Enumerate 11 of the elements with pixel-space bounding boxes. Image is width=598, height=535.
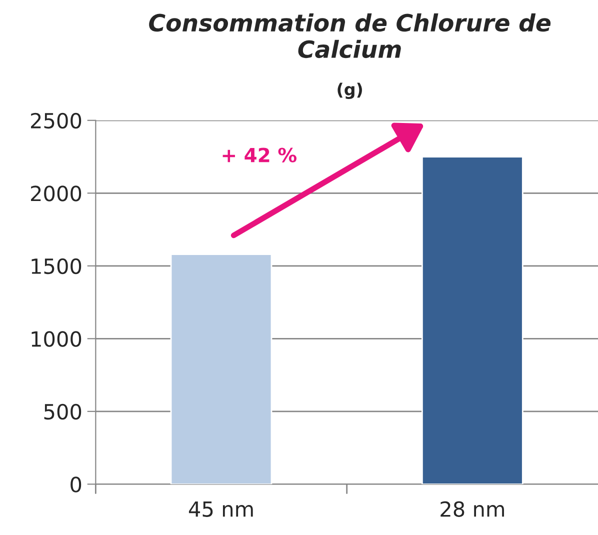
- y-tick-label: 0: [70, 476, 82, 492]
- x-tick-label: 45 nm: [188, 501, 253, 517]
- y-tick-label: 2000: [30, 186, 82, 202]
- chart-subtitle: (g): [338, 82, 362, 99]
- annotation: + 42 %: [222, 148, 296, 162]
- chart-title: Consommation de Chlorure de Calcium: [149, 13, 551, 58]
- y-tick-label: 1500: [32, 258, 82, 274]
- x-tick-label: 28 nm: [440, 501, 504, 517]
- y-tick-label: 500: [44, 404, 82, 420]
- y-tick-label: 1000: [32, 331, 82, 347]
- y-tick-label: 2500: [30, 112, 82, 129]
